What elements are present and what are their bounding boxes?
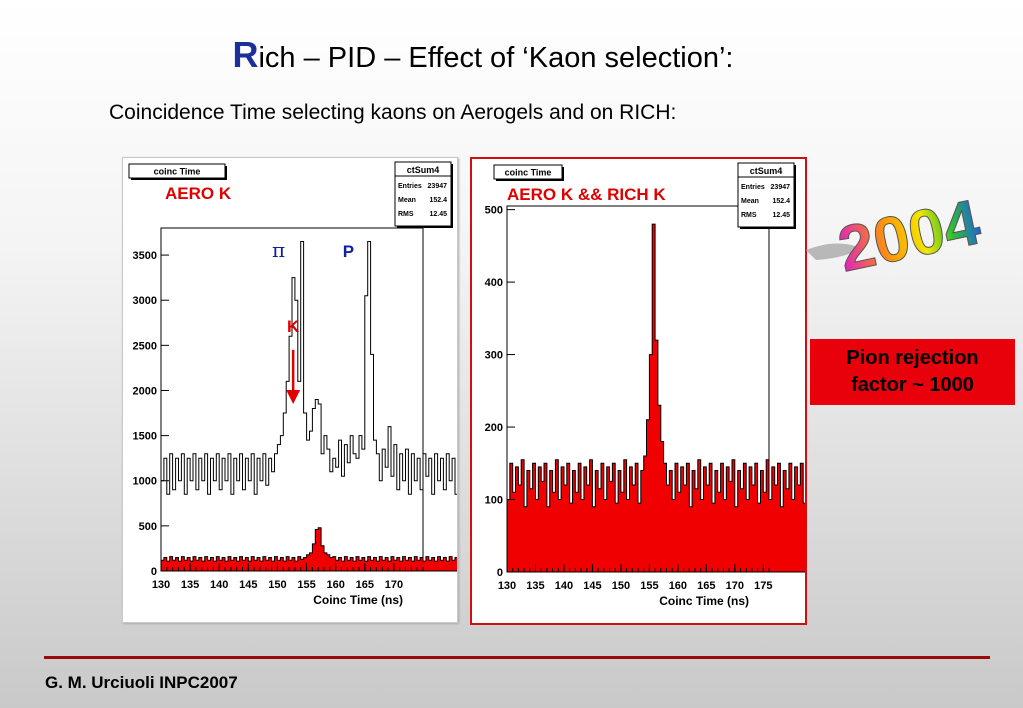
title-rest: ich – PID – Effect of ‘Kaon selection’: (258, 42, 734, 74)
x-tick-label: 170 (726, 580, 744, 592)
logo-text: 2004 (832, 185, 986, 278)
x-tick-label: 155 (297, 579, 315, 591)
title-initial: R (232, 34, 259, 75)
x-tick-label: 165 (697, 580, 715, 592)
stats-label: Mean (398, 197, 416, 204)
y-tick-label: 3500 (133, 250, 157, 262)
stats-value: 152.4 (772, 198, 790, 205)
x-tick-label: 160 (326, 579, 344, 591)
histogram-panel-aero-rich-k: 130 135 140 145 150 155 160 165 170 175 0 100 200 300… (470, 157, 807, 625)
stats-label: Entries (741, 184, 765, 191)
x-tick-label: 165 (356, 579, 374, 591)
annotation-p: P (343, 242, 354, 261)
y-tick-label: 0 (497, 567, 503, 579)
plot-label: AERO K && RICH K (507, 185, 666, 204)
stats-label: Mean (741, 198, 759, 205)
stats-label: RMS (398, 211, 414, 218)
x-tick-label: 155 (640, 580, 658, 592)
frame-title-box (128, 163, 226, 179)
pion-rejection-box: Pion rejection factor ~ 1000 (810, 339, 1015, 405)
footer-divider (44, 656, 990, 659)
x-tick-label: 145 (583, 580, 601, 592)
pion-rejection-line2: factor ~ 1000 (851, 374, 974, 396)
histogram-panel-aero-k: 130 135 140 145 150 155 160 165 170 0 500 1000 1500 2… (122, 157, 458, 623)
y-tick-label: 500 (139, 521, 157, 533)
annotation-k: K (287, 317, 300, 336)
y-tick-label: 2500 (133, 340, 157, 352)
y-tick-label: 0 (151, 566, 157, 578)
histogram-series-0 (506, 223, 805, 573)
stats-title: ctSum4 (407, 165, 440, 175)
x-tick-label: 175 (754, 580, 772, 592)
stats-value: 12.45 (772, 212, 790, 219)
y-tick-label: 3000 (133, 295, 157, 307)
histogram-series-0 (160, 241, 457, 571)
x-tick-label: 140 (210, 579, 228, 591)
y-tick-label: 1000 (133, 476, 157, 488)
x-tick-label: 140 (555, 580, 573, 592)
histogram-aero-k: 130 135 140 145 150 155 160 165 170 0 500 1000 1500 2… (128, 161, 457, 607)
histogram-series-1 (160, 527, 457, 572)
footer-author: G. M. Urciuoli INPC2007 (45, 673, 238, 692)
y-tick-label: 200 (485, 422, 503, 434)
x-tick-label: 160 (669, 580, 687, 592)
histogram-aero-rich-k: 130 135 140 145 150 155 160 165 170 175 0 100 200 300… (485, 162, 805, 608)
y-tick-label: 300 (485, 350, 503, 362)
x-axis-label: Coinc Time (ns) (313, 593, 403, 607)
x-tick-label: 135 (526, 580, 544, 592)
x-tick-label: 170 (385, 579, 403, 591)
x-tick-label: 150 (268, 579, 286, 591)
y-tick-label: 400 (485, 277, 503, 289)
stats-value: 12.45 (429, 211, 447, 218)
stats-box (394, 161, 452, 227)
frame-title: coinc Time (154, 167, 201, 177)
plot-label: AERO K (165, 184, 232, 203)
x-tick-label: 145 (239, 579, 257, 591)
frame-title: coinc Time (505, 168, 552, 178)
stats-label: Entries (398, 183, 422, 190)
y-tick-label: 1500 (133, 431, 157, 443)
slide-subtitle: Coincidence Time selecting kaons on Aero… (109, 101, 677, 124)
pion-rejection-line1: Pion rejection (846, 347, 979, 369)
slide-title: Rich – PID – Effect of ‘Kaon selection’: (0, 34, 966, 76)
stats-value: 152.4 (429, 197, 447, 204)
x-tick-label: 150 (612, 580, 630, 592)
stats-box (737, 162, 795, 228)
y-tick-label: 2000 (133, 385, 157, 397)
stats-title: ctSum4 (750, 166, 783, 176)
y-tick-label: 500 (485, 205, 503, 217)
annotation-pi: π (272, 238, 285, 262)
year-logo: 2004 (806, 185, 986, 278)
x-tick-label: 130 (152, 579, 170, 591)
stats-label: RMS (741, 212, 757, 219)
y-tick-label: 100 (485, 495, 503, 507)
kaon-arrow-head (286, 390, 301, 405)
stats-value: 23947 (771, 184, 791, 191)
frame-title-box (493, 164, 563, 180)
x-tick-label: 135 (181, 579, 199, 591)
x-tick-label: 130 (498, 580, 516, 592)
x-axis-label: Coinc Time (ns) (659, 594, 749, 608)
stats-value: 23947 (428, 183, 448, 190)
